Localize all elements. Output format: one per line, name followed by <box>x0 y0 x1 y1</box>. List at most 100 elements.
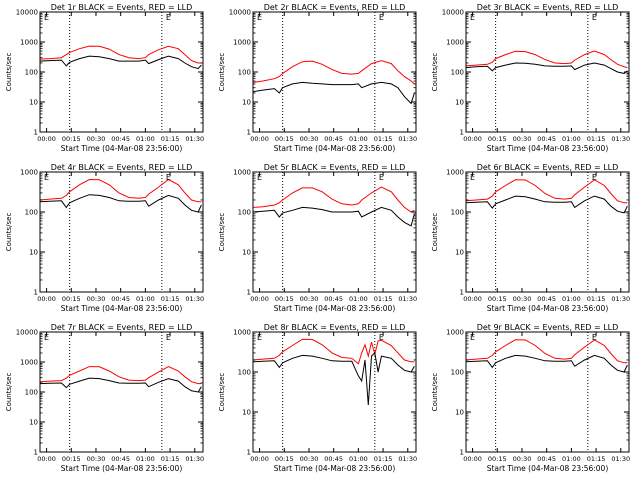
series-events-line <box>465 354 628 373</box>
y-tick-label: 1000 <box>20 39 38 47</box>
x-tick-label: 01:30 <box>398 295 417 303</box>
event-marker-label: E <box>257 333 262 342</box>
x-axis-label: Start Time (04-Mar-08 23:56:00) <box>61 304 183 313</box>
event-marker-label: E <box>592 13 597 22</box>
x-tick-label: 00:15 <box>62 295 81 303</box>
plot-frame <box>39 11 204 133</box>
x-tick-label: 00:00 <box>463 295 482 303</box>
y-tick-label: 1 <box>34 129 38 137</box>
x-tick-label: 00:15 <box>62 455 81 463</box>
x-tick-label: 00:45 <box>537 455 556 463</box>
y-tick-label: 100 <box>451 209 464 217</box>
y-tick-label: 10 <box>242 249 251 257</box>
x-tick-label: 00:00 <box>250 135 269 143</box>
series-events-line <box>465 62 628 74</box>
y-axis-label: Counts/sec <box>5 53 13 92</box>
x-axis-label: Start Time (04-Mar-08 23:56:00) <box>61 464 183 473</box>
plot-frame <box>465 11 630 133</box>
y-tick-label: 1 <box>460 129 464 137</box>
x-tick-label: 01:30 <box>611 135 630 143</box>
event-marker-label: E <box>166 13 171 22</box>
x-tick-label: 01:30 <box>185 455 204 463</box>
series-events-line <box>39 55 202 70</box>
x-tick-label: 00:15 <box>62 135 81 143</box>
x-tick-label: 01:00 <box>136 135 155 143</box>
plot-frame <box>252 11 417 133</box>
x-tick-label: 00:30 <box>300 455 319 463</box>
series-events-line <box>39 194 202 213</box>
x-tick-label: 01:00 <box>349 135 368 143</box>
y-tick-label: 1 <box>460 449 464 457</box>
x-tick-label: 01:15 <box>587 295 606 303</box>
x-tick-label: 00:15 <box>488 135 507 143</box>
x-axis-label: Start Time (04-Mar-08 23:56:00) <box>487 464 609 473</box>
event-marker-label: E <box>470 13 475 22</box>
x-tick-label: 01:15 <box>374 455 393 463</box>
plot-frame <box>252 171 417 293</box>
x-tick-label: 00:15 <box>275 135 294 143</box>
x-tick-label: 00:45 <box>111 135 130 143</box>
x-axis-label: Start Time (04-Mar-08 23:56:00) <box>487 144 609 153</box>
x-tick-label: 01:00 <box>349 455 368 463</box>
x-tick-label: 00:00 <box>37 135 56 143</box>
x-axis-label: Start Time (04-Mar-08 23:56:00) <box>274 464 396 473</box>
x-tick-label: 00:00 <box>250 455 269 463</box>
x-tick-label: 00:45 <box>324 135 343 143</box>
x-tick-label: 00:30 <box>513 295 532 303</box>
x-tick-label: 00:00 <box>463 455 482 463</box>
plot-frame <box>465 331 630 453</box>
y-tick-label: 10 <box>455 99 464 107</box>
event-marker-label: E <box>44 13 49 22</box>
x-axis-label: Start Time (04-Mar-08 23:56:00) <box>274 304 396 313</box>
x-tick-label: 01:00 <box>562 455 581 463</box>
y-tick-label: 10 <box>29 249 38 257</box>
x-tick-label: 01:15 <box>374 135 393 143</box>
x-tick-label: 00:30 <box>300 135 319 143</box>
y-axis-label: Counts/sec <box>5 373 13 412</box>
x-tick-label: 01:30 <box>398 455 417 463</box>
y-tick-label: 1000 <box>233 39 251 47</box>
y-tick-label: 1000 <box>20 169 38 177</box>
x-tick-label: 00:45 <box>324 455 343 463</box>
chart-panel-5: Det 5r BLACK = Events, RED = LLD Counts/s… <box>218 163 417 313</box>
y-tick-label: 100 <box>25 209 38 217</box>
x-tick-label: 00:30 <box>87 455 106 463</box>
event-marker-label: E <box>470 333 475 342</box>
chart-title: Det 2r BLACK = Events, RED = LLD <box>264 3 406 12</box>
y-axis-label: Counts/sec <box>218 53 226 92</box>
plot-frame <box>39 171 204 293</box>
x-axis-label: Start Time (04-Mar-08 23:56:00) <box>61 144 183 153</box>
plot-frame <box>465 171 630 293</box>
series-events-line <box>252 351 415 406</box>
chart-panel-3: Det 3r BLACK = Events, RED = LLD Counts/s… <box>431 3 630 153</box>
x-tick-label: 01:15 <box>161 455 180 463</box>
y-tick-label: 100 <box>238 69 251 77</box>
series-lld-line <box>252 338 415 365</box>
x-axis-label: Start Time (04-Mar-08 23:56:00) <box>487 304 609 313</box>
series-events-line <box>465 195 628 214</box>
chart-title: Det 4r BLACK = Events, RED = LLD <box>51 163 193 172</box>
chart-title: Det 7r BLACK = Events, RED = LLD <box>51 323 193 332</box>
y-tick-label: 100 <box>25 389 38 397</box>
chart-panel-1: Det 1r BLACK = Events, RED = LLD Counts/s… <box>5 3 204 153</box>
event-marker-label: E <box>166 173 171 182</box>
x-tick-label: 00:45 <box>324 295 343 303</box>
y-tick-label: 1 <box>34 449 38 457</box>
y-tick-label: 10000 <box>442 9 464 17</box>
y-tick-label: 10 <box>455 249 464 257</box>
y-tick-label: 10 <box>29 99 38 107</box>
y-axis-label: Counts/sec <box>218 213 226 252</box>
x-tick-label: 01:15 <box>161 135 180 143</box>
event-marker-label: E <box>257 173 262 182</box>
y-tick-label: 10000 <box>16 329 38 337</box>
y-tick-label: 1000 <box>233 329 251 337</box>
chart-panel-4: Det 4r BLACK = Events, RED = LLD Counts/s… <box>5 163 204 313</box>
chart-panel-8: Det 8r BLACK = Events, RED = LLD Counts/s… <box>218 323 417 473</box>
event-marker-label: E <box>166 333 171 342</box>
y-axis-label: Counts/sec <box>431 213 439 252</box>
x-tick-label: 00:45 <box>111 295 130 303</box>
x-tick-label: 01:15 <box>374 295 393 303</box>
x-tick-label: 00:15 <box>275 295 294 303</box>
y-tick-label: 1000 <box>233 169 251 177</box>
